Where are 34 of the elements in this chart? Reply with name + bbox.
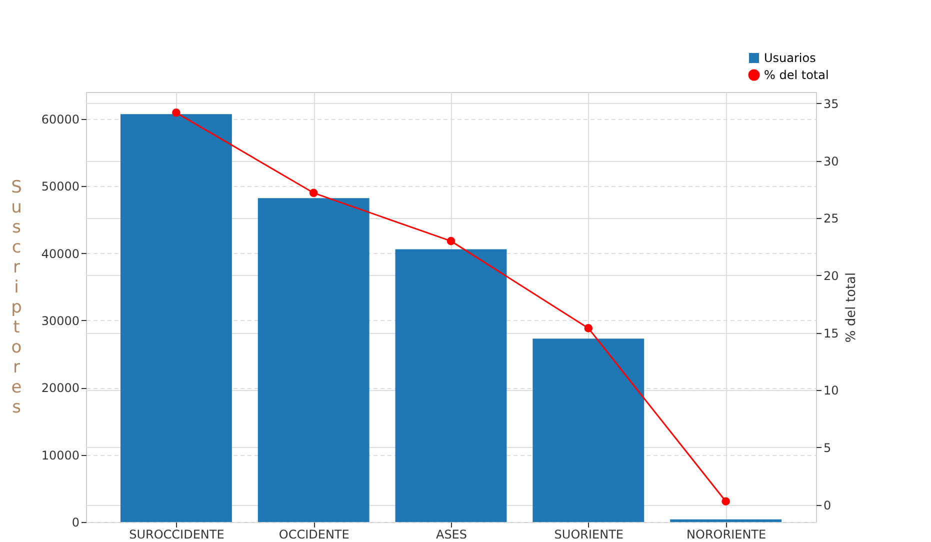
y-tick-label: 10000 — [41, 448, 80, 462]
y2-tick-label: 0 — [824, 498, 832, 512]
y-tick-label: 40000 — [41, 246, 80, 261]
y2-tick-label: 25 — [824, 212, 839, 226]
point — [584, 324, 593, 332]
point — [446, 236, 456, 246]
x-tick-label: NORORIENTE — [686, 528, 766, 542]
legend-label: Usuarios — [764, 51, 816, 65]
y-tick-label: 0 — [72, 516, 80, 530]
y-tick-label: 30000 — [41, 314, 80, 328]
y2-tick-label: 30 — [824, 154, 839, 168]
point — [172, 108, 180, 117]
bar — [670, 519, 782, 522]
text: Suscriptores — [11, 178, 22, 418]
y2-tick-label: 5 — [824, 440, 832, 455]
x-tick-label: SUORIENTE — [554, 528, 624, 542]
legend-label: % del total — [764, 68, 829, 82]
x-tick-label: SUROCCIDENTE — [129, 528, 224, 542]
y-tick-label: 60000 — [41, 112, 80, 126]
x-tick-label: OCCIDENTE — [278, 528, 350, 542]
y2-axis-title: % del total — [844, 272, 859, 343]
x-tick-label: ASES — [436, 528, 468, 542]
point — [309, 188, 318, 198]
bar — [532, 338, 644, 522]
y2-tick-label: 20 — [824, 268, 839, 283]
point — [722, 497, 730, 506]
bar — [120, 114, 232, 522]
y-tick-label: 50000 — [41, 180, 80, 194]
y2-tick-label: 15 — [824, 326, 839, 340]
y-tick-label: 20000 — [41, 381, 80, 396]
y2-tick-label: 35 — [824, 96, 839, 111]
bar — [395, 249, 507, 522]
bar — [258, 198, 370, 522]
y2-tick-label: 10 — [824, 384, 839, 398]
